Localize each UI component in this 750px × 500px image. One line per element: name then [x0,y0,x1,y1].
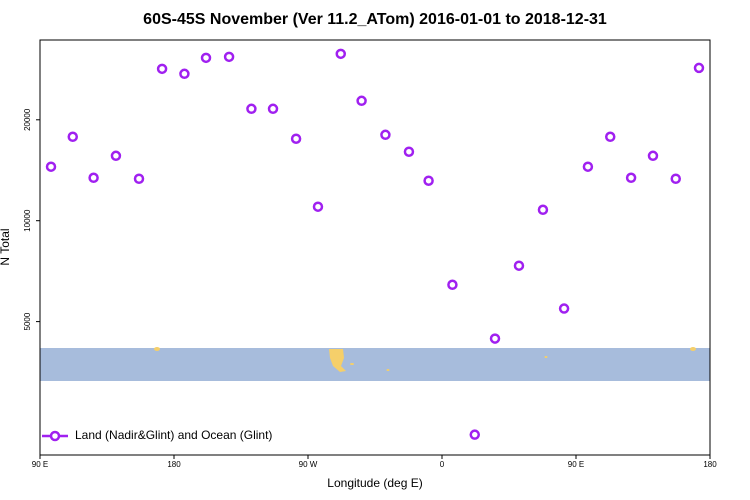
point [513,260,525,271]
point [179,68,190,80]
point [670,173,682,184]
point [356,95,367,107]
land-shapes [154,347,696,372]
point [110,150,122,162]
point [88,172,99,184]
point [45,161,57,172]
point [312,201,324,212]
point [604,131,616,143]
point [582,161,594,172]
point [246,103,257,115]
point [380,129,391,141]
point [223,51,235,63]
y-axis-label: N Total [0,228,12,265]
point [267,103,279,115]
x-tick-label: 0 [440,460,445,469]
point [469,429,481,440]
point [67,131,79,143]
point [625,172,637,184]
point [335,48,347,60]
y-tick-label: 10000 [23,209,32,232]
point [447,279,458,291]
x-tick-label: 90 W [299,460,318,469]
x-tick-label: 90 E [568,460,584,469]
point [558,303,570,314]
plot-frame [39,39,711,456]
point [290,133,302,144]
point [489,333,501,344]
map-band [40,348,710,381]
y-tick-label: 20000 [23,108,32,131]
x-axis-label: Longitude (deg E) [327,476,422,490]
x-tick-label: 180 [703,460,717,469]
x-tick-label: 180 [167,460,181,469]
point [647,150,659,162]
y-tick-label: 5000 [23,312,32,330]
point [403,146,415,157]
legend-marker [49,430,61,442]
point [693,62,705,74]
x-tick-label: 90 E [32,460,48,469]
point [423,175,434,186]
chart-title: 60S-45S November (Ver 11.2_ATom) 2016-01… [143,11,607,28]
point [156,63,168,75]
point [133,173,145,184]
legend-label: Land (Nadir&Glint) and Ocean (Glint) [75,428,272,442]
point [200,52,212,64]
point [537,204,549,216]
